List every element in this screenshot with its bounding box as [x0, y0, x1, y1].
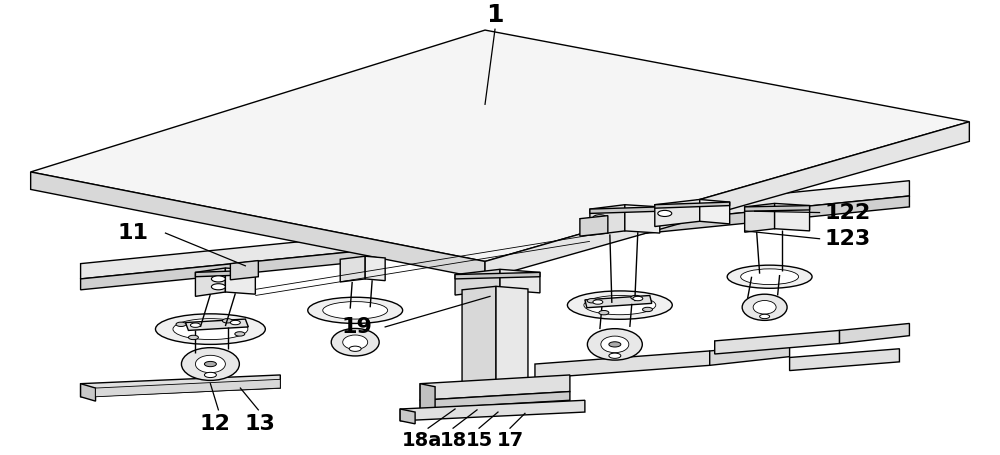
Text: 11: 11: [117, 223, 148, 243]
Polygon shape: [485, 122, 969, 279]
Circle shape: [349, 346, 361, 351]
Polygon shape: [225, 268, 255, 294]
Circle shape: [631, 295, 641, 300]
Polygon shape: [195, 268, 225, 296]
Ellipse shape: [587, 329, 642, 360]
Text: 19: 19: [341, 317, 372, 337]
Polygon shape: [535, 351, 710, 379]
Circle shape: [222, 318, 232, 323]
Ellipse shape: [601, 336, 629, 353]
Circle shape: [609, 342, 621, 347]
Polygon shape: [96, 379, 280, 397]
Polygon shape: [745, 203, 775, 232]
Circle shape: [204, 361, 216, 367]
Circle shape: [593, 215, 607, 221]
Polygon shape: [775, 203, 810, 231]
Circle shape: [658, 210, 672, 217]
Circle shape: [211, 276, 225, 282]
Polygon shape: [81, 181, 909, 279]
Polygon shape: [420, 392, 570, 409]
Circle shape: [587, 298, 597, 303]
Text: 15: 15: [465, 431, 493, 450]
Polygon shape: [590, 207, 660, 213]
Circle shape: [176, 322, 186, 327]
Polygon shape: [655, 202, 730, 208]
Text: 18: 18: [439, 431, 467, 450]
Text: 122: 122: [825, 202, 871, 222]
Text: 1: 1: [486, 3, 504, 26]
Polygon shape: [455, 273, 540, 279]
Ellipse shape: [741, 269, 799, 284]
Text: 12: 12: [200, 414, 231, 434]
Circle shape: [633, 296, 643, 301]
Polygon shape: [340, 256, 365, 282]
Polygon shape: [710, 344, 790, 365]
Ellipse shape: [195, 355, 225, 373]
Text: 13: 13: [245, 414, 276, 434]
Polygon shape: [655, 199, 700, 227]
Circle shape: [643, 307, 653, 312]
Polygon shape: [365, 256, 385, 281]
Polygon shape: [400, 400, 585, 421]
Polygon shape: [840, 324, 909, 344]
Circle shape: [593, 300, 603, 304]
Polygon shape: [462, 286, 496, 387]
Ellipse shape: [181, 348, 239, 380]
Polygon shape: [496, 286, 528, 387]
Circle shape: [593, 222, 607, 229]
Circle shape: [204, 372, 216, 378]
Ellipse shape: [323, 302, 388, 319]
Circle shape: [188, 335, 198, 339]
Polygon shape: [790, 349, 899, 370]
Ellipse shape: [308, 297, 403, 324]
Ellipse shape: [753, 300, 776, 314]
Polygon shape: [580, 216, 608, 236]
Circle shape: [760, 314, 770, 318]
Circle shape: [599, 310, 609, 315]
Polygon shape: [81, 384, 96, 401]
Polygon shape: [625, 205, 660, 233]
Polygon shape: [585, 295, 652, 308]
Polygon shape: [715, 330, 840, 354]
Polygon shape: [420, 384, 435, 412]
Ellipse shape: [727, 265, 812, 288]
Polygon shape: [420, 375, 570, 400]
Text: 123: 123: [825, 229, 871, 249]
Ellipse shape: [343, 335, 368, 349]
Polygon shape: [31, 30, 969, 262]
Polygon shape: [455, 269, 500, 295]
Polygon shape: [185, 319, 248, 330]
Ellipse shape: [331, 329, 379, 356]
Polygon shape: [500, 269, 540, 293]
Circle shape: [211, 284, 225, 290]
Ellipse shape: [155, 314, 265, 344]
Polygon shape: [81, 375, 280, 397]
Text: 18a: 18a: [402, 431, 442, 450]
Polygon shape: [31, 172, 485, 279]
Circle shape: [190, 323, 200, 327]
Polygon shape: [745, 206, 810, 211]
Circle shape: [235, 332, 245, 336]
Polygon shape: [81, 196, 909, 290]
Ellipse shape: [584, 295, 656, 315]
Circle shape: [230, 320, 240, 325]
Text: 17: 17: [496, 431, 524, 450]
Polygon shape: [590, 205, 625, 235]
Polygon shape: [195, 270, 255, 277]
Ellipse shape: [742, 294, 787, 320]
Polygon shape: [400, 409, 415, 424]
Ellipse shape: [173, 318, 248, 339]
Polygon shape: [700, 199, 730, 224]
Circle shape: [609, 353, 621, 359]
Ellipse shape: [567, 291, 672, 319]
Polygon shape: [230, 261, 258, 280]
